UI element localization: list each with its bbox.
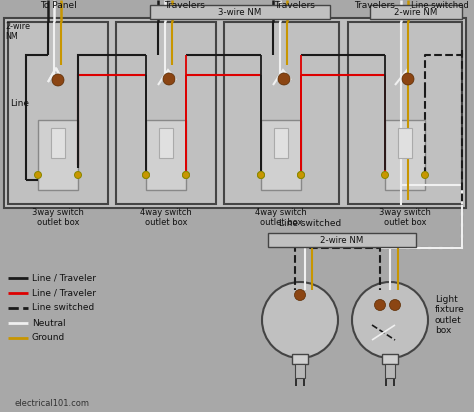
Bar xyxy=(274,128,288,158)
Text: Neutral: Neutral xyxy=(32,318,65,328)
Circle shape xyxy=(143,171,149,178)
Text: 4way switch
outlet box: 4way switch outlet box xyxy=(140,208,192,227)
Circle shape xyxy=(278,73,290,85)
Circle shape xyxy=(298,171,304,178)
Text: 2-wire NM: 2-wire NM xyxy=(394,7,438,16)
Circle shape xyxy=(294,290,306,300)
Text: To Panel: To Panel xyxy=(40,1,76,10)
Circle shape xyxy=(298,171,304,178)
Text: Line / Traveler: Line / Traveler xyxy=(32,288,96,297)
Text: 2-wire NM: 2-wire NM xyxy=(320,236,364,244)
Bar xyxy=(370,5,462,19)
Bar xyxy=(146,120,186,190)
Text: Travelers: Travelers xyxy=(355,1,395,10)
Circle shape xyxy=(182,171,190,178)
Circle shape xyxy=(143,171,149,178)
Circle shape xyxy=(352,282,428,358)
Bar xyxy=(150,5,330,19)
Bar xyxy=(261,120,301,190)
Bar xyxy=(382,354,398,364)
Bar xyxy=(224,22,339,204)
Text: electrical101.com: electrical101.com xyxy=(15,399,90,408)
Bar xyxy=(116,22,216,204)
Text: Travelers: Travelers xyxy=(164,1,205,10)
Text: Ground: Ground xyxy=(32,333,65,342)
Circle shape xyxy=(257,171,264,178)
Circle shape xyxy=(374,300,385,311)
Text: Line switched: Line switched xyxy=(32,304,94,312)
Text: 4way switch
outlet box: 4way switch outlet box xyxy=(255,208,307,227)
Bar xyxy=(348,22,462,204)
Circle shape xyxy=(382,171,389,178)
Bar xyxy=(385,120,425,190)
Circle shape xyxy=(182,171,190,178)
Bar xyxy=(292,354,308,364)
Circle shape xyxy=(257,171,264,178)
Circle shape xyxy=(421,171,428,178)
Circle shape xyxy=(163,73,175,85)
Text: 3way switch
outlet box: 3way switch outlet box xyxy=(32,208,84,227)
Text: 3way switch
outlet box: 3way switch outlet box xyxy=(379,208,431,227)
Text: Line switched: Line switched xyxy=(411,1,469,10)
Bar xyxy=(268,233,416,247)
Bar xyxy=(38,120,78,190)
Bar xyxy=(8,22,108,204)
Bar xyxy=(51,128,65,158)
Text: 2-wire
NM: 2-wire NM xyxy=(5,22,30,41)
Bar xyxy=(295,364,305,378)
Text: 3-wire NM: 3-wire NM xyxy=(219,7,262,16)
Bar xyxy=(385,364,395,378)
Text: Travelers: Travelers xyxy=(274,1,315,10)
Text: Line switched: Line switched xyxy=(279,219,341,228)
Text: Line / Traveler: Line / Traveler xyxy=(32,274,96,283)
Circle shape xyxy=(35,171,42,178)
Bar xyxy=(159,128,173,158)
Text: Light
fixture
outlet
box: Light fixture outlet box xyxy=(435,295,465,335)
Text: Line: Line xyxy=(10,98,29,108)
Bar xyxy=(398,128,412,158)
Circle shape xyxy=(390,300,401,311)
Circle shape xyxy=(74,171,82,178)
Circle shape xyxy=(52,74,64,86)
Bar xyxy=(4,18,466,208)
Circle shape xyxy=(262,282,338,358)
Circle shape xyxy=(402,73,414,85)
